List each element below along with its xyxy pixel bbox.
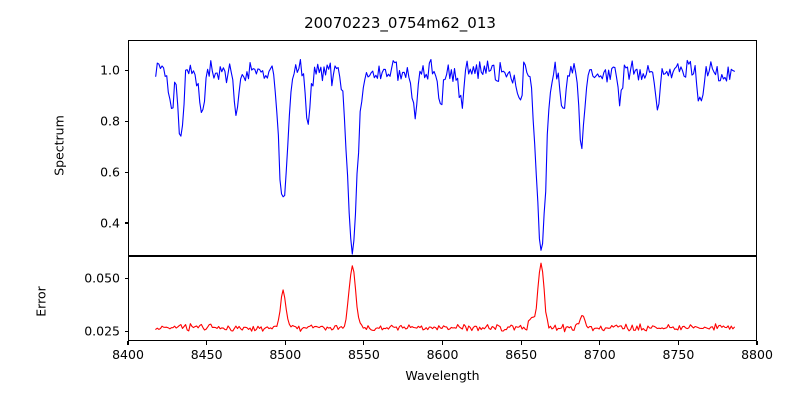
y-tick-label-spectrum: 0.4 bbox=[100, 215, 120, 231]
x-tick-label: 8800 bbox=[741, 347, 773, 362]
x-tick-mark bbox=[677, 341, 679, 345]
spectrum-axis-label: Spectrum bbox=[51, 115, 67, 176]
y-tick-mark-spectrum bbox=[124, 120, 128, 122]
y-tick-label-error: 0.025 bbox=[84, 323, 120, 339]
wavelength-axis-label: Wavelength bbox=[405, 368, 480, 383]
error-axis-label: Error bbox=[33, 286, 49, 317]
x-tick-mark bbox=[363, 341, 365, 345]
y-tick-mark-spectrum bbox=[124, 69, 128, 72]
x-tick-mark bbox=[599, 341, 601, 345]
x-tick-label: 8550 bbox=[347, 347, 380, 362]
x-tick-label: 8700 bbox=[583, 347, 616, 362]
x-tick-mark bbox=[206, 341, 208, 345]
x-tick-mark bbox=[756, 341, 758, 345]
x-tick-label: 8400 bbox=[112, 347, 144, 362]
error-line bbox=[155, 262, 735, 333]
x-tick-label: 8650 bbox=[505, 347, 538, 362]
y-tick-label-spectrum: 0.8 bbox=[100, 113, 120, 129]
spectrum-line bbox=[155, 58, 735, 255]
x-tick-label: 8600 bbox=[426, 347, 459, 362]
y-tick-mark-error bbox=[124, 277, 128, 279]
x-tick-label: 8750 bbox=[662, 347, 695, 362]
y-tick-label-spectrum: 1.0 bbox=[100, 62, 120, 78]
figure-title: 20070223_0754m62_013 bbox=[304, 14, 496, 32]
x-tick-label: 8500 bbox=[269, 347, 302, 362]
error-plot-area bbox=[155, 262, 735, 333]
x-tick-label: 8450 bbox=[190, 347, 223, 362]
x-tick-mark bbox=[520, 341, 522, 345]
spectrum-plot-area bbox=[155, 58, 735, 255]
x-tick-mark bbox=[441, 341, 444, 345]
y-tick-mark-spectrum bbox=[124, 171, 128, 173]
y-tick-label-error: 0.050 bbox=[84, 270, 120, 286]
x-tick-mark bbox=[127, 341, 129, 345]
y-tick-label-spectrum: 0.6 bbox=[100, 164, 120, 180]
y-tick-mark-spectrum bbox=[124, 222, 128, 224]
y-tick-mark-error bbox=[124, 330, 128, 332]
spectrum-panel bbox=[128, 40, 757, 256]
x-tick-mark bbox=[284, 341, 286, 345]
error-panel bbox=[128, 256, 757, 341]
